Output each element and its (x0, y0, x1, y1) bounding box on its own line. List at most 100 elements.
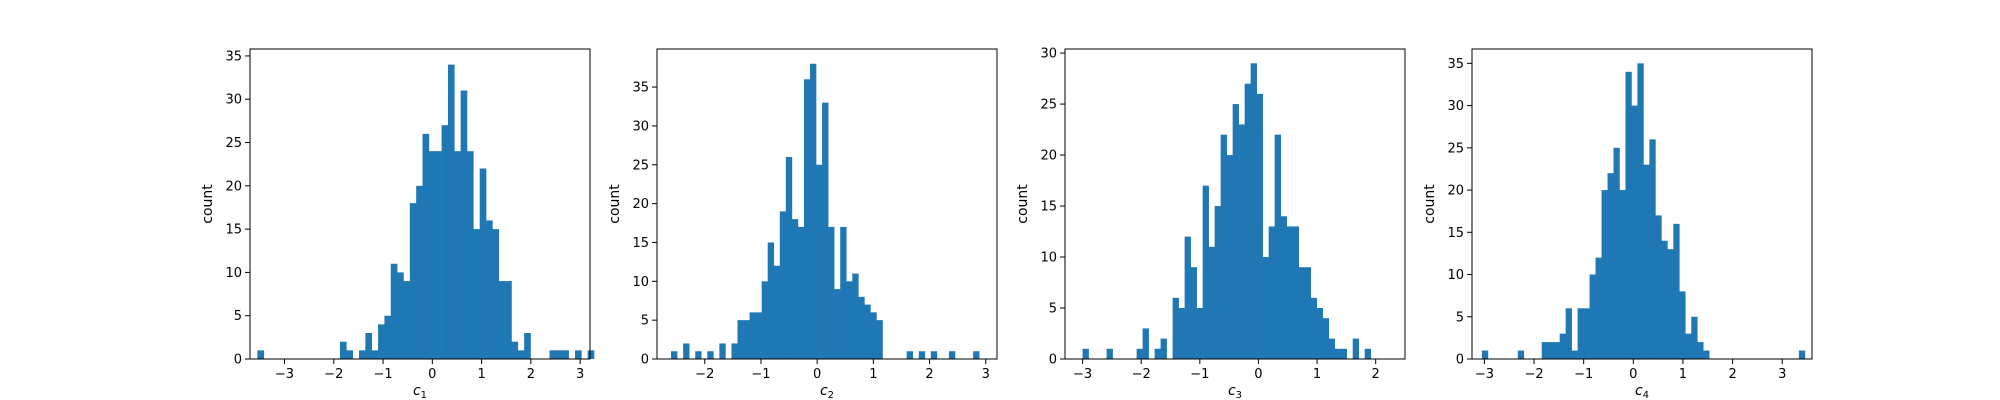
histogram-bar (797, 226, 805, 359)
histogram-bar (1208, 246, 1215, 359)
histogram-bar (447, 64, 455, 359)
x-tick-label: 2 (1728, 367, 1736, 382)
histogram-bar (683, 343, 690, 359)
histogram-bar (1142, 328, 1149, 359)
x-tick-label: −2 (324, 367, 343, 382)
histogram-bar (707, 351, 714, 359)
y-tick-label: 30 (1040, 47, 1057, 62)
histogram-bar (918, 351, 926, 359)
histogram-bar (906, 351, 913, 359)
y-tick-label: 30 (632, 119, 649, 134)
histogram-bar (1322, 318, 1329, 359)
histogram-bar (371, 350, 379, 359)
histogram-bar (1631, 105, 1638, 359)
histogram-bar (1238, 124, 1245, 360)
histogram-bar (1328, 338, 1335, 359)
x-tick-label: 2 (527, 367, 535, 382)
histogram-bar (822, 102, 829, 360)
y-tick-label: 35 (225, 49, 242, 64)
histogram-bar (1250, 63, 1257, 359)
histogram-bar (1220, 134, 1227, 359)
y-axis-label: count (1422, 184, 1438, 224)
histogram-bar (773, 265, 781, 359)
y-tick-label: 20 (632, 197, 649, 212)
histogram-bar (948, 351, 956, 359)
histogram-bar (1202, 185, 1209, 359)
histogram-bar (755, 312, 762, 359)
histogram-bar (486, 220, 493, 359)
y-axis-label: count (1015, 184, 1031, 224)
histogram-bar (1643, 164, 1650, 359)
histogram-bar (511, 341, 519, 359)
x-tick-label: 2 (1372, 367, 1380, 382)
histogram-bar (864, 304, 871, 359)
histogram-bar (1178, 308, 1185, 359)
x-axis-label: c3 (1228, 383, 1242, 400)
axes-frame (1471, 48, 1813, 360)
y-tick-label: 5 (1456, 310, 1464, 325)
histogram-bar (1577, 308, 1584, 359)
histogram-bar (930, 351, 938, 359)
histogram-bar (1196, 308, 1203, 359)
y-tick-label: 15 (632, 236, 649, 251)
y-tick-label: 25 (632, 158, 649, 173)
y-tick-label: 10 (1447, 268, 1464, 283)
y-tick-label: 25 (225, 136, 242, 151)
histogram-bar (1625, 71, 1632, 359)
histogram-bar (1190, 267, 1197, 359)
histogram-bar (779, 211, 787, 359)
histogram-bar (1637, 63, 1644, 360)
y-tick-label: 15 (1447, 226, 1464, 241)
histogram-bars (1082, 63, 1372, 360)
histogram-bar (1613, 147, 1620, 359)
x-axis-label: c2 (820, 383, 834, 400)
x-tick-label: −1 (1190, 367, 1209, 382)
x-axis-label: c4 (1635, 383, 1649, 400)
histogram-bar (840, 226, 847, 359)
y-tick-label: 5 (1049, 302, 1057, 317)
x-tick-label: 2 (925, 367, 933, 382)
histogram-bar (1154, 348, 1161, 359)
histogram-bar (1268, 226, 1275, 359)
histogram-bar (846, 281, 853, 359)
histogram-bar (460, 90, 468, 359)
y-tick-label: 20 (1447, 184, 1464, 199)
y-tick-label: 35 (1447, 57, 1464, 72)
y-tick-label: 20 (1040, 149, 1057, 164)
histogram-bar (1541, 342, 1549, 359)
histogram-bar (1226, 155, 1233, 359)
histogram-bar (1106, 348, 1113, 359)
histogram-bar (562, 350, 569, 359)
histogram-bar (1286, 226, 1293, 359)
histogram-bar (1298, 267, 1305, 359)
histogram-bar (1160, 338, 1167, 359)
histogram-bar (1340, 348, 1347, 359)
histogram-bar (403, 281, 411, 359)
histogram-bar (1655, 215, 1662, 359)
histogram-bar (749, 312, 756, 359)
histogram-bar (492, 229, 500, 359)
axes-frame (249, 48, 591, 360)
x-tick-label: −2 (1132, 367, 1151, 382)
x-tick-label: 1 (1313, 367, 1321, 382)
histogram-bar (1565, 308, 1572, 359)
histogram-bar (435, 151, 442, 359)
histogram-bar (1304, 267, 1311, 359)
x-tick-label: 0 (813, 367, 821, 382)
histogram-bar (834, 289, 841, 359)
histogram-bar (422, 133, 430, 359)
y-tick-label: 0 (234, 353, 242, 368)
histogram-bar (1679, 291, 1686, 359)
histogram-bar (574, 350, 582, 359)
y-tick-label: 0 (1456, 353, 1464, 368)
histogram-bar (695, 351, 702, 359)
histogram-bar (587, 350, 595, 359)
y-tick-label: 35 (632, 81, 649, 96)
x-axis-label-subscript: 1 (421, 390, 427, 400)
histogram-bars (1481, 63, 1806, 360)
x-axis-label-subscript: 4 (1643, 390, 1649, 400)
histogram-bar (1697, 342, 1704, 359)
histogram-bar (1559, 333, 1566, 359)
